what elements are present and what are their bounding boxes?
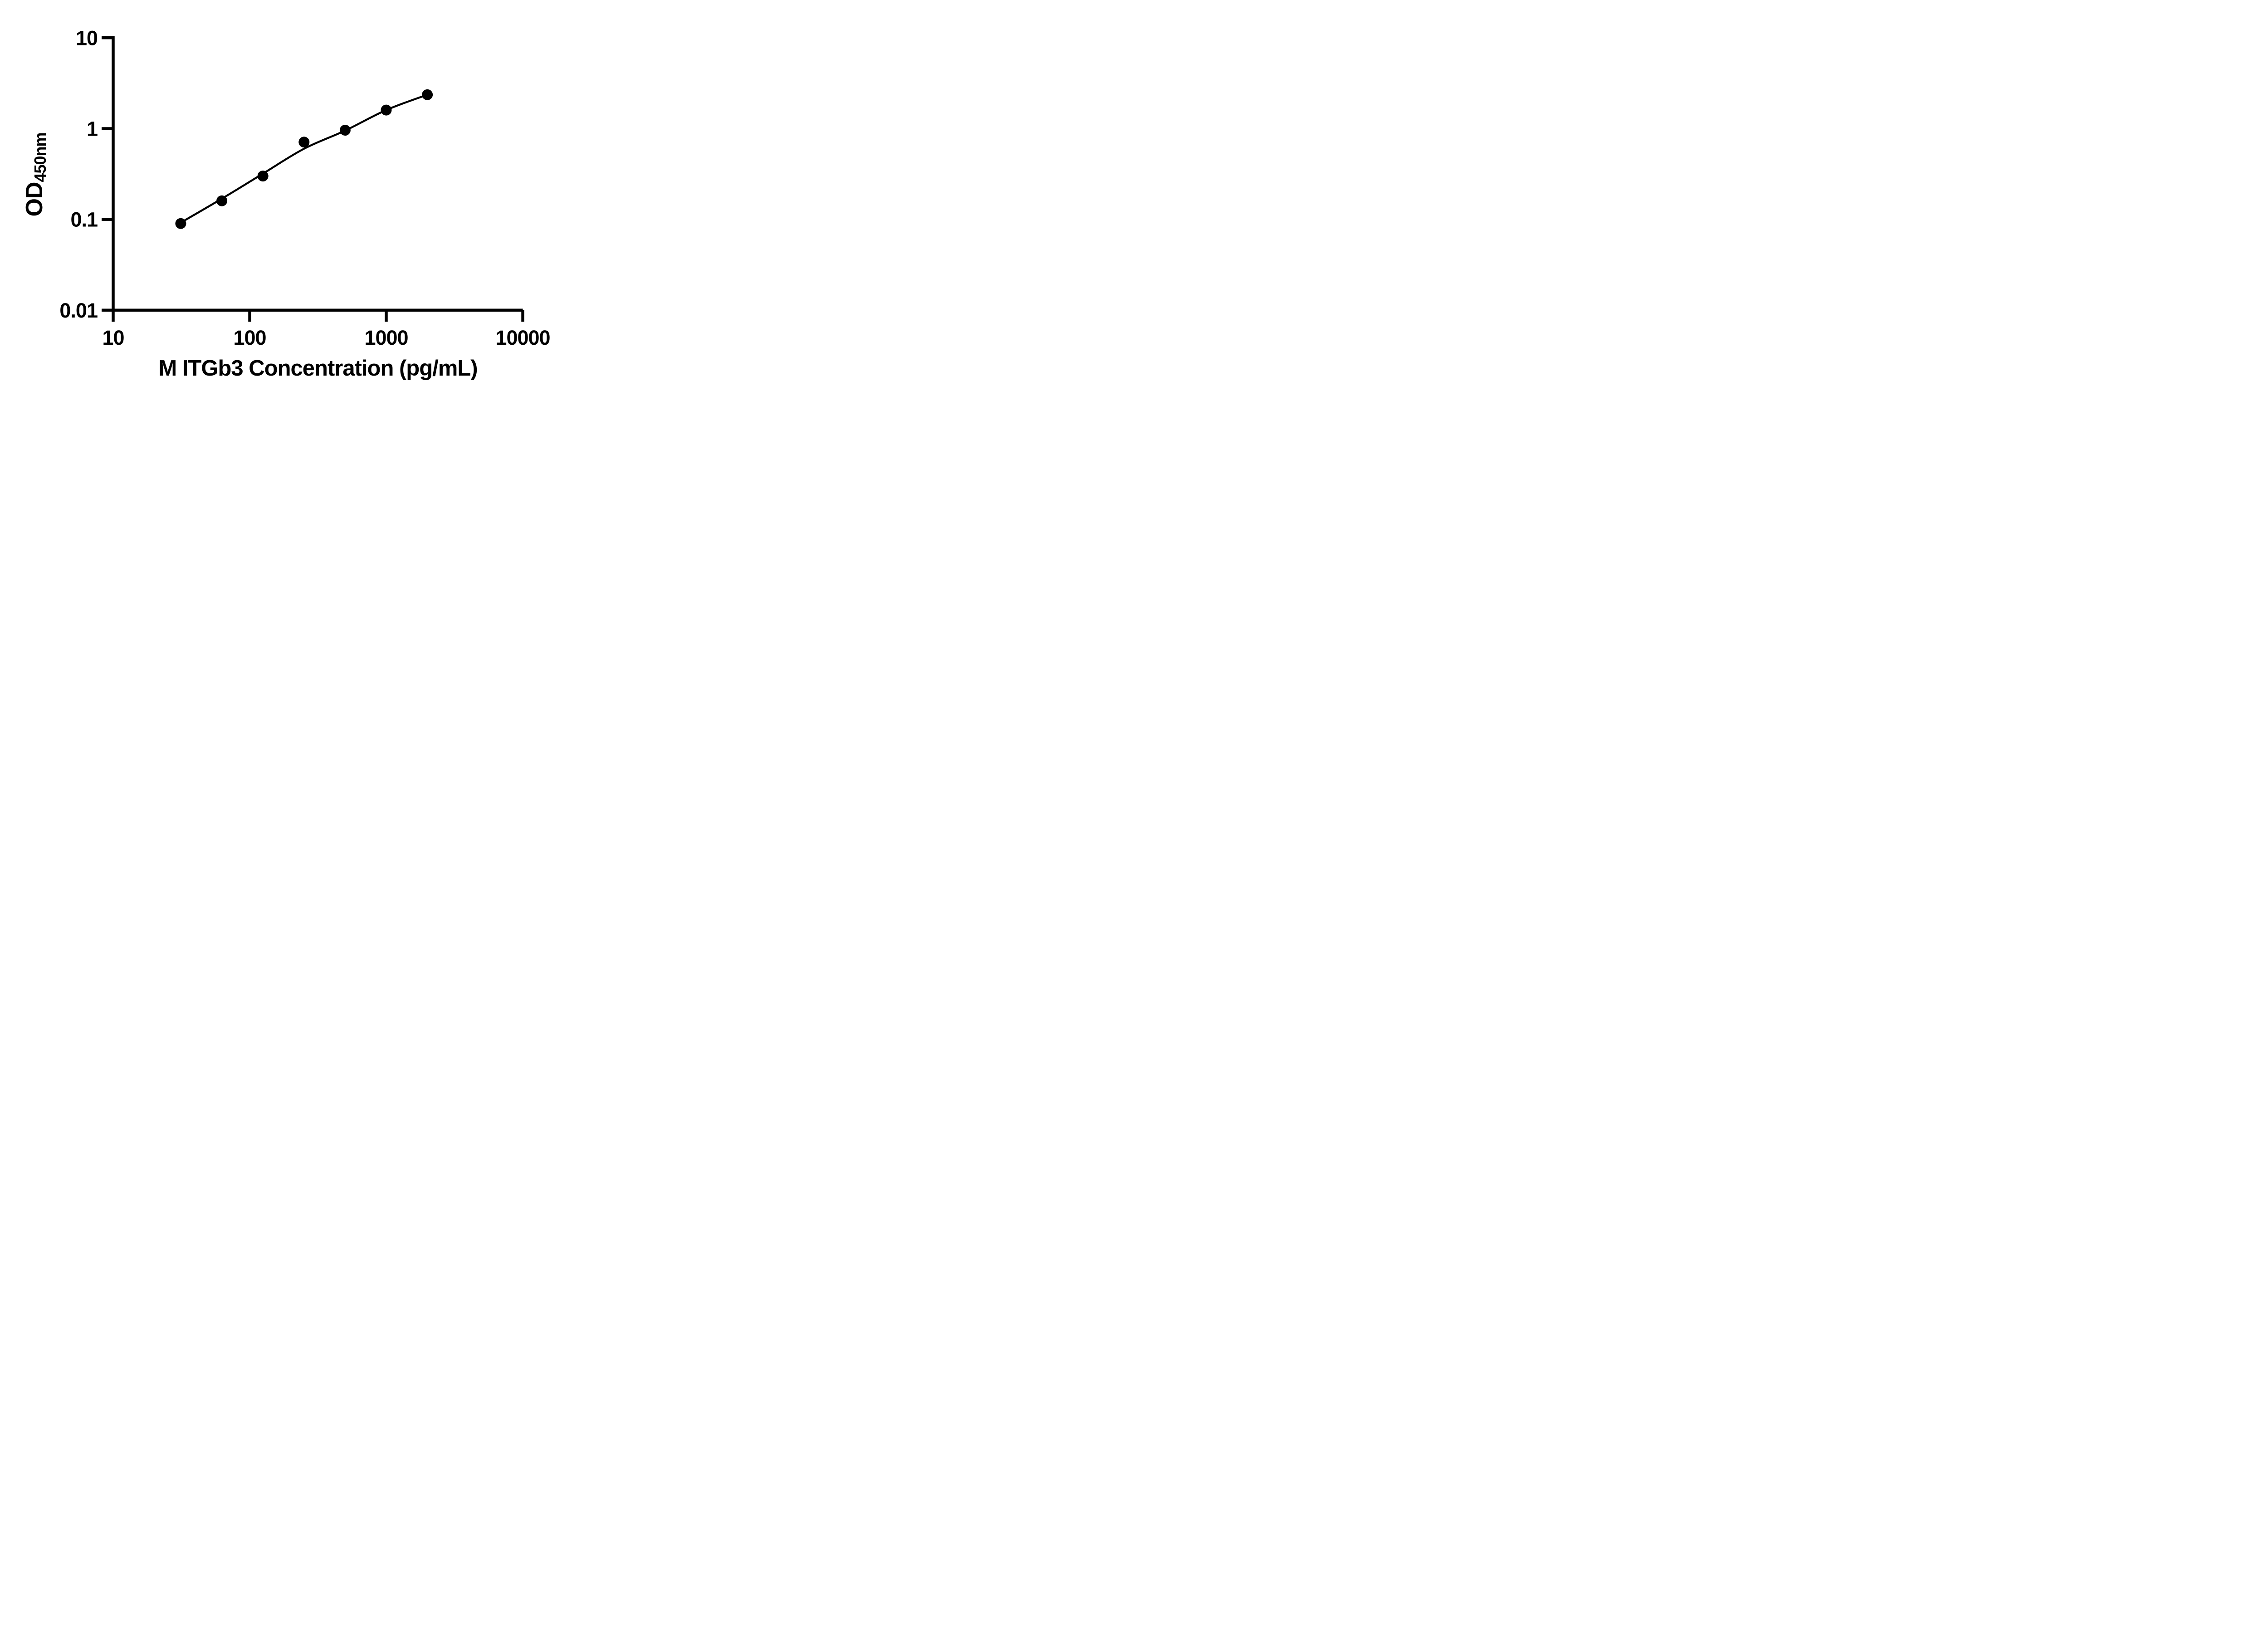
x-axis-tick-label-100: 100 [233,326,266,349]
y-axis-tick-label-0.1: 0.1 [70,208,98,231]
y-axis-title: OD450nm [21,132,49,217]
data-point-62.5pgml [216,195,228,206]
data-point-1000pgml [381,104,392,116]
elisa-standard-curve-figure: 10 1 0.1 0.01 10 100 1000 10000 OD450nm M ITGb3… [0,0,583,408]
data-point-500pgml [339,125,351,136]
x-axis-tick-label-10000: 10000 [495,326,550,349]
data-point-250pgml [298,137,310,148]
x-axis-tick-label-10: 10 [102,326,124,349]
axes-frame [112,36,523,312]
y-axis-tick-label-1: 1 [87,117,98,140]
data-point-2000pgml [422,89,433,100]
y-axis-tick-label-10: 10 [76,26,98,49]
x-axis-tick-label-1000: 1000 [364,326,408,349]
y-axis-title-main: OD [21,182,48,217]
data-point-125pgml [257,171,269,182]
y-axis-title-sub: 450nm [31,132,49,182]
y-axis-tick-label-0.01: 0.01 [59,299,98,322]
x-axis-title: M ITGb3 Concentration (pg/mL) [158,356,478,381]
data-point-31.25pgml [175,218,186,229]
